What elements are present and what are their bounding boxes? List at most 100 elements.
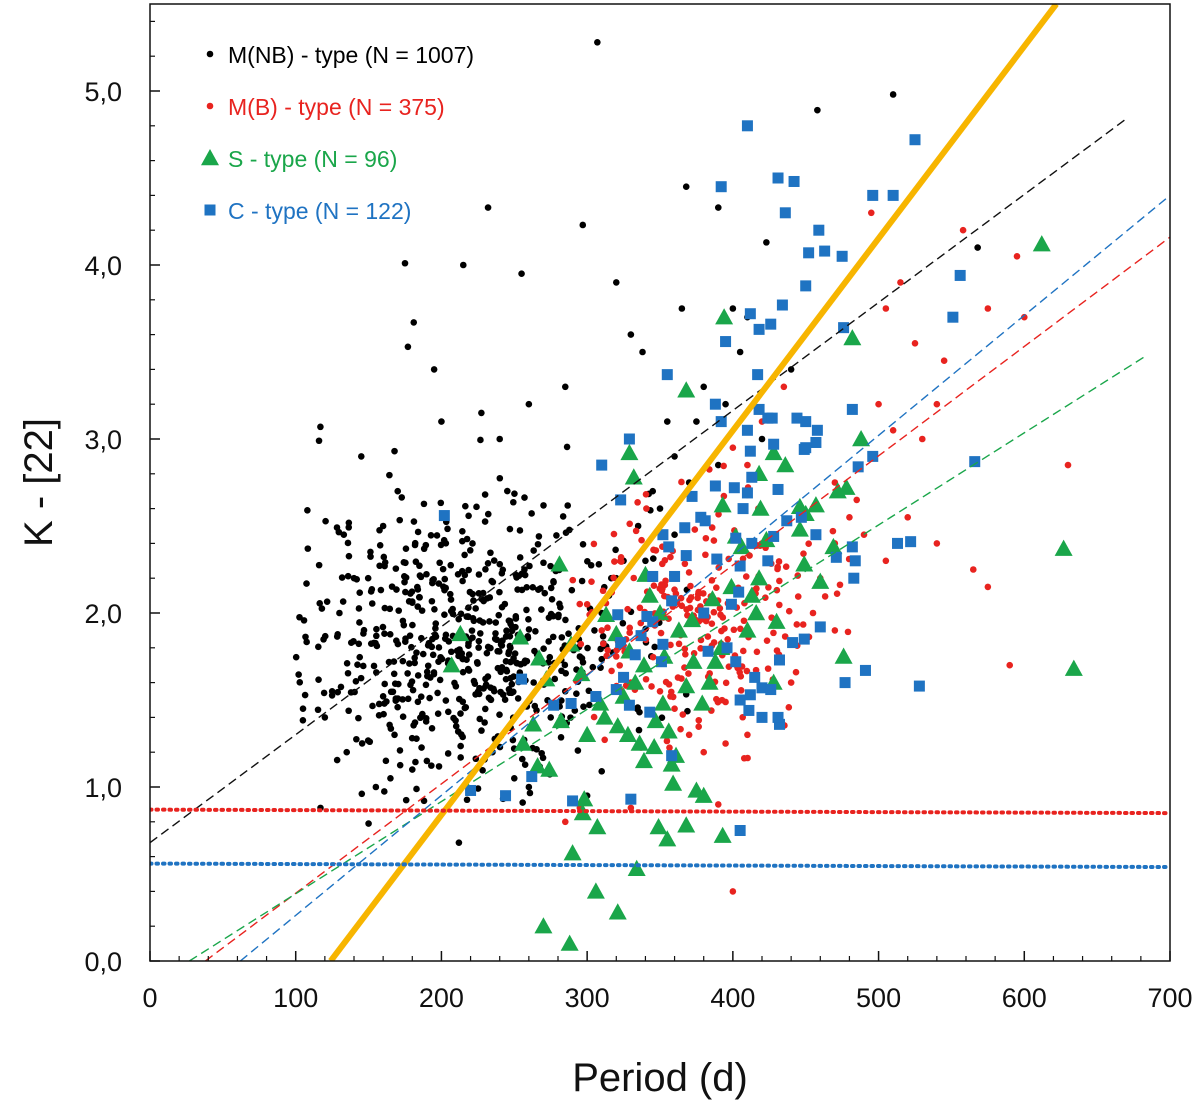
data-point <box>375 700 383 708</box>
x-axis-title: Period (d) <box>572 1056 748 1100</box>
data-point <box>394 703 401 711</box>
data-point <box>588 818 607 835</box>
data-point <box>481 518 489 525</box>
data-point <box>608 903 627 920</box>
data-point <box>387 688 395 696</box>
data-point <box>355 714 362 722</box>
data-point <box>337 683 345 691</box>
data-point <box>579 221 587 229</box>
data-point <box>709 398 721 410</box>
data-point <box>787 366 795 373</box>
data-point <box>781 515 793 527</box>
data-point <box>422 718 430 725</box>
data-point <box>391 447 398 455</box>
m-b-fit-line <box>204 236 1170 961</box>
data-point <box>523 584 531 591</box>
data-point <box>437 653 444 661</box>
data-point <box>381 604 389 612</box>
data-point <box>940 357 948 365</box>
data-point <box>809 609 817 617</box>
data-point <box>428 725 436 732</box>
data-point <box>564 502 572 509</box>
data-point <box>1006 661 1014 669</box>
data-point <box>595 561 603 568</box>
data-point <box>448 648 455 656</box>
data-point <box>407 681 414 689</box>
data-point <box>429 635 436 643</box>
data-point <box>444 750 452 757</box>
data-point <box>495 611 503 619</box>
data-point <box>553 532 560 539</box>
data-point <box>492 630 499 637</box>
data-point <box>608 717 627 734</box>
data-point <box>379 693 387 700</box>
data-point <box>396 761 404 769</box>
data-point <box>836 250 848 262</box>
data-point <box>381 680 389 688</box>
data-point <box>411 659 419 667</box>
data-point <box>677 816 696 833</box>
data-point <box>447 607 455 615</box>
data-point <box>610 530 618 538</box>
data-point <box>483 649 491 657</box>
data-point <box>737 687 745 694</box>
data-point <box>598 768 606 775</box>
data-point <box>514 695 522 702</box>
data-point <box>768 438 780 450</box>
data-point <box>526 771 538 783</box>
data-point <box>697 645 704 652</box>
data-point <box>380 788 388 795</box>
data-point <box>437 499 445 507</box>
data-point <box>764 665 772 672</box>
data-point <box>889 91 897 98</box>
data-point <box>402 796 410 804</box>
data-point <box>776 299 788 311</box>
data-point <box>750 569 769 586</box>
data-point <box>368 600 376 607</box>
data-point <box>674 674 682 681</box>
data-point <box>402 545 410 552</box>
data-point <box>702 645 714 657</box>
data-point <box>431 605 438 613</box>
data-point <box>846 514 853 521</box>
data-point <box>839 677 851 689</box>
data-point <box>663 418 671 425</box>
data-point <box>484 510 492 518</box>
data-point <box>496 435 504 443</box>
data-point <box>700 383 708 391</box>
data-point <box>410 319 418 326</box>
x-tick-label: 400 <box>710 983 755 1013</box>
data-point <box>336 609 343 617</box>
data-point <box>715 308 734 325</box>
data-point <box>794 593 802 600</box>
data-point <box>599 632 607 640</box>
data-point <box>905 536 917 548</box>
data-point <box>586 882 605 899</box>
data-point <box>465 784 477 796</box>
data-point <box>465 566 472 574</box>
data-point <box>498 603 506 611</box>
data-point <box>388 583 396 590</box>
data-point <box>800 550 807 557</box>
data-point <box>473 503 480 511</box>
data-point <box>649 818 668 835</box>
data-point <box>578 577 586 585</box>
data-point <box>548 596 556 603</box>
data-point <box>678 478 685 486</box>
y-tick-label: 2,0 <box>84 599 122 629</box>
data-point <box>852 430 871 447</box>
data-point <box>913 680 925 692</box>
data-point <box>597 645 604 653</box>
legend-item-4: C - type (N = 122) <box>204 198 411 224</box>
separator-line <box>328 4 1059 961</box>
data-point <box>824 537 843 555</box>
data-point <box>304 545 312 552</box>
data-point <box>650 582 658 589</box>
data-point <box>725 598 737 610</box>
data-point <box>481 491 489 498</box>
data-point <box>722 740 729 747</box>
data-point <box>634 499 641 506</box>
data-point <box>595 708 614 725</box>
data-point <box>677 381 696 398</box>
data-point <box>525 783 533 791</box>
